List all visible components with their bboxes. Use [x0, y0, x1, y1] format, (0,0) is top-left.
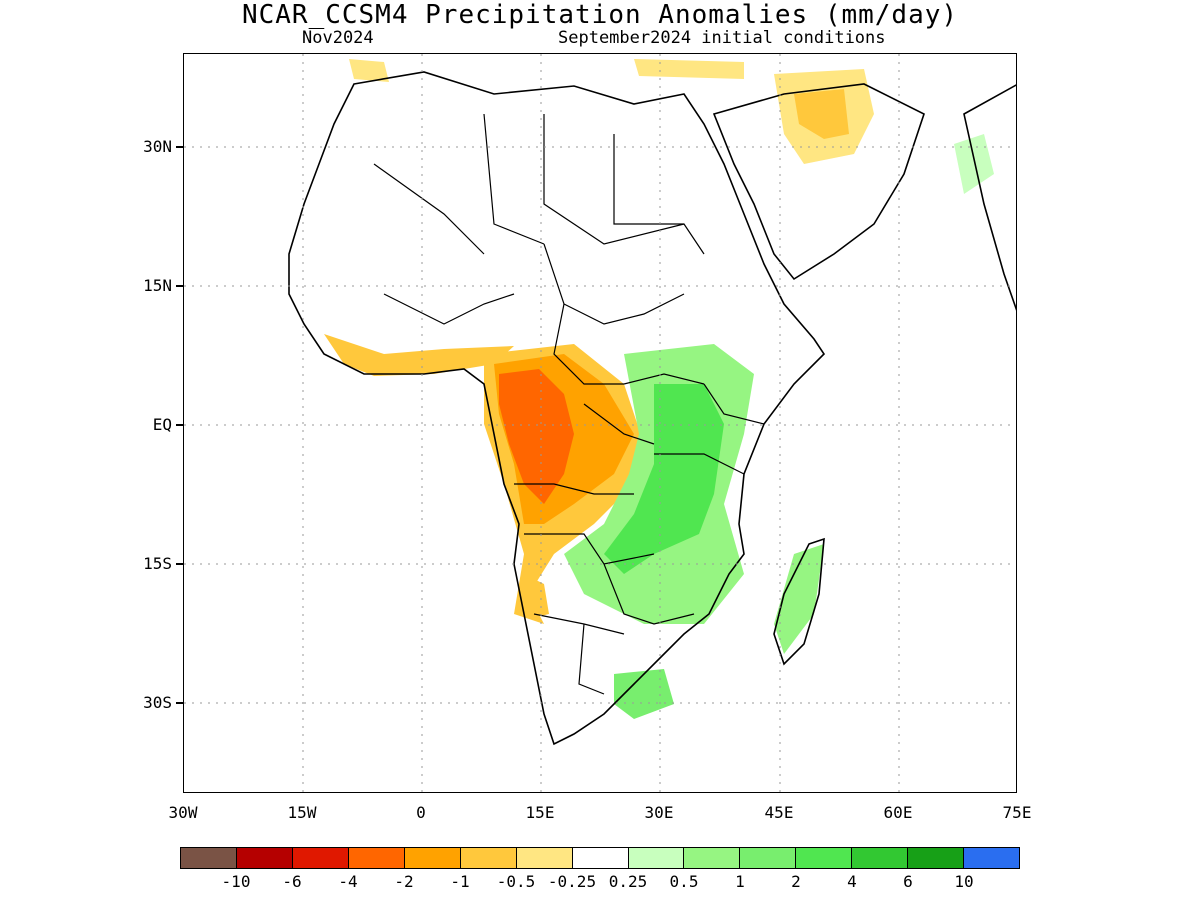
- colorbar-label: -0.5: [496, 872, 536, 891]
- lat-tick: [176, 285, 183, 287]
- colorbar-label: 6: [903, 872, 913, 891]
- colorbar-swatch: [908, 848, 965, 868]
- lat-label-eq: EQ: [152, 415, 172, 434]
- colorbar-swatch: [348, 848, 405, 868]
- colorbar-label: -10: [221, 872, 251, 891]
- anomaly-east-green: [604, 384, 724, 574]
- colorbar: [180, 847, 1020, 869]
- coastline-madagascar: [773, 537, 825, 666]
- map-panel: [183, 53, 1017, 793]
- lon-label-60e: 60E: [883, 803, 913, 822]
- colorbar-swatch: [236, 848, 293, 868]
- anomaly-india-green: [954, 134, 994, 194]
- colorbar-label: -6: [282, 872, 302, 891]
- anomaly-namibia-orange: [524, 574, 549, 619]
- lon-label-0: 0: [416, 803, 426, 822]
- anomaly-north-strip: [349, 59, 744, 82]
- forecast-month: Nov2024: [302, 28, 374, 48]
- lat-label-30s: 30S: [143, 693, 172, 712]
- colorbar-label: 2: [791, 872, 801, 891]
- colorbar-swatch: [404, 848, 461, 868]
- lat-label-15s: 15S: [143, 554, 172, 573]
- anomaly-southafrica-green: [614, 669, 674, 719]
- colorbar-label: 4: [847, 872, 857, 891]
- lat-tick: [176, 563, 183, 565]
- lon-label-75e: 75E: [1002, 803, 1032, 822]
- colorbar-swatch: [292, 848, 349, 868]
- anomaly-central-darkorange: [499, 369, 574, 504]
- country-borders: [373, 113, 765, 695]
- colorbar-label: 0.25: [608, 872, 648, 891]
- colorbar-swatch: [572, 848, 629, 868]
- colorbar-label: -1: [450, 872, 470, 891]
- lat-tick: [176, 702, 183, 704]
- lon-label-45e: 45E: [764, 803, 794, 822]
- colorbar-swatch: [460, 848, 517, 868]
- colorbar-swatch: [964, 848, 1020, 868]
- lon-label-30e: 30E: [644, 803, 674, 822]
- anomaly-madagascar-green: [774, 544, 824, 654]
- anomaly-fields: [324, 59, 994, 719]
- anomaly-arabia-darkorange: [794, 89, 849, 139]
- colorbar-label: -0.25: [547, 872, 597, 891]
- colorbar-label: 0.5: [669, 872, 699, 891]
- coastline-india: [963, 84, 1016, 311]
- chart-title: NCAR_CCSM4 Precipitation Anomalies (mm/d…: [241, 0, 959, 30]
- lat-tick: [176, 424, 183, 426]
- colorbar-label: -4: [338, 872, 358, 891]
- lat-lon-grid: [184, 54, 1016, 792]
- lat-label-15n: 15N: [143, 276, 172, 295]
- lon-label-15e: 15E: [525, 803, 555, 822]
- anomaly-westafrica-orange: [324, 334, 514, 376]
- colorbar-swatch: [516, 848, 573, 868]
- colorbar-swatch: [852, 848, 909, 868]
- colorbar-label: -2: [394, 872, 414, 891]
- colorbar-label: 10: [954, 872, 974, 891]
- colorbar-swatch: [684, 848, 741, 868]
- initial-conditions: September2024 initial conditions: [558, 28, 886, 48]
- colorbar-swatch: [796, 848, 853, 868]
- coastline-arabia: [712, 83, 925, 281]
- lat-tick: [176, 146, 183, 148]
- colorbar-swatch: [740, 848, 797, 868]
- colorbar-swatch: [181, 848, 237, 868]
- lat-label-30n: 30N: [143, 137, 172, 156]
- colorbar-label: 1: [735, 872, 745, 891]
- colorbar-swatch: [628, 848, 685, 868]
- lon-label-30w: 30W: [168, 803, 198, 822]
- lon-label-15w: 15W: [287, 803, 317, 822]
- coastline-africa: [288, 71, 826, 746]
- africa-map: [184, 54, 1016, 792]
